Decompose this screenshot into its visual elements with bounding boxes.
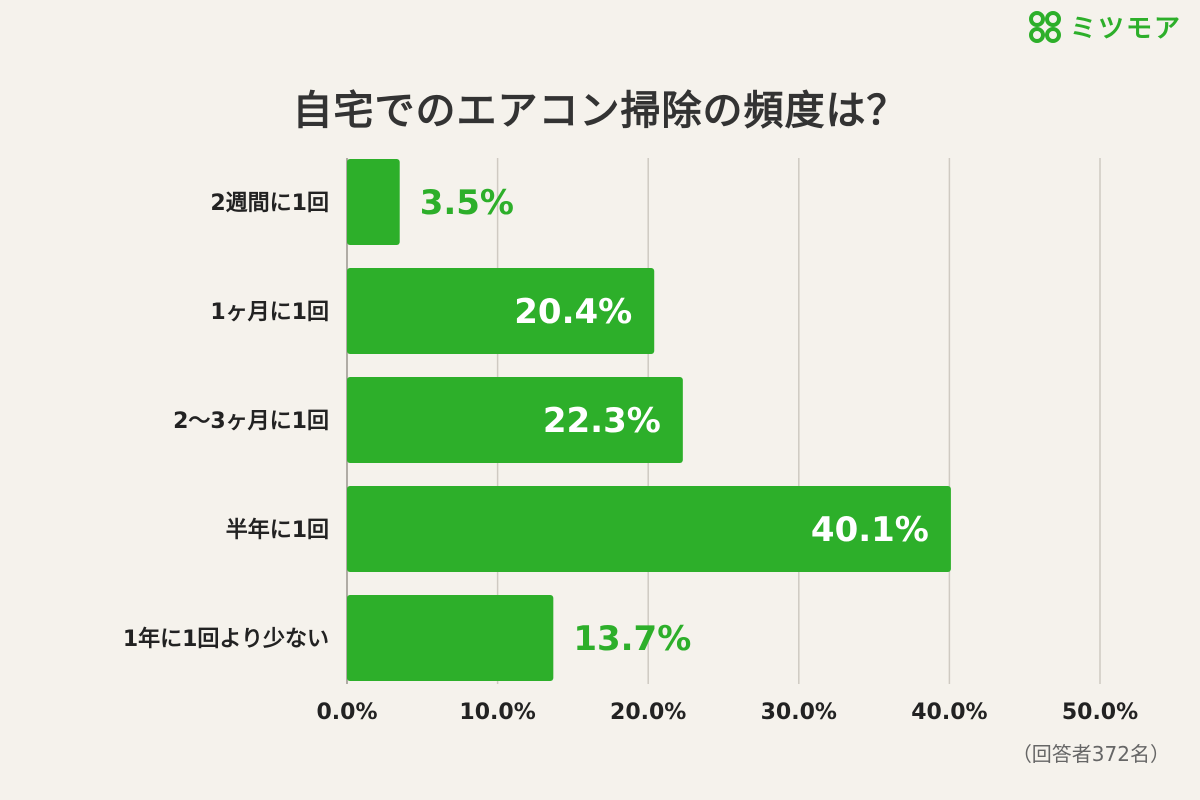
- respondent-note: （回答者372名）: [1011, 742, 1170, 766]
- value-label: 13.7%: [573, 619, 691, 659]
- category-label: 半年に1回: [226, 517, 329, 543]
- clover-icon: [1028, 10, 1061, 43]
- brand-name: ミツモア: [1069, 14, 1182, 44]
- value-label: 20.4%: [514, 292, 632, 332]
- bar: [347, 486, 951, 572]
- category-label: 2週間に1回: [210, 191, 329, 216]
- bar: [347, 159, 400, 245]
- tick-label: 50.0%: [1062, 700, 1138, 725]
- value-label: 3.5%: [420, 183, 514, 223]
- bar: [347, 377, 683, 463]
- chart-title: 自宅でのエアコン掃除の頻度は？: [292, 88, 908, 134]
- tick-label: 40.0%: [911, 700, 987, 725]
- bar: [347, 268, 655, 354]
- value-label: 22.3%: [543, 401, 661, 441]
- tick-label: 30.0%: [761, 700, 837, 725]
- category-label: 1年に1回より少ない: [123, 626, 329, 652]
- value-label: 40.1%: [811, 510, 929, 550]
- bar: [347, 595, 554, 681]
- tick-label: 10.0%: [459, 700, 535, 725]
- category-label: 1ヶ月に1回: [210, 300, 329, 325]
- tick-label: 0.0%: [316, 700, 377, 725]
- tick-label: 20.0%: [610, 700, 686, 725]
- brand-logo: ミツモア: [1028, 8, 1182, 45]
- category-label: 2〜3ヶ月に1回: [173, 409, 329, 434]
